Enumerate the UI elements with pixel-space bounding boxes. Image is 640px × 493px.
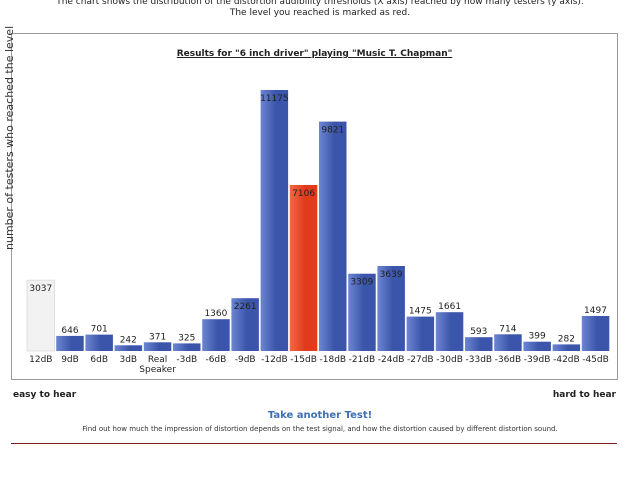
bar-14 xyxy=(435,312,464,351)
bar-4 xyxy=(143,342,172,351)
x-tick-label: Speaker xyxy=(139,365,176,375)
chart-title: Results for "6 inch driver" playing "Mus… xyxy=(176,49,453,59)
x-tick-label: -9dB xyxy=(235,355,256,365)
bar-11 xyxy=(348,273,376,351)
bar-15 xyxy=(465,337,493,351)
bar-value-label: 1475 xyxy=(409,307,432,317)
intro-line-1: The chart shows the distribution of the … xyxy=(56,0,584,7)
bar-19 xyxy=(581,316,610,351)
x-tick-label: -30dB xyxy=(436,355,463,365)
bar-value-label: 371 xyxy=(149,332,166,342)
bar-value-label: 3309 xyxy=(350,278,373,288)
take-another-test-link[interactable]: Take another Test! xyxy=(267,410,373,421)
x-tick-label: -24dB xyxy=(378,355,405,365)
bar-17 xyxy=(523,341,551,351)
x-tick-label: -42dB xyxy=(553,355,580,365)
x-tick-label: -6dB xyxy=(205,355,226,365)
bar-value-label: 646 xyxy=(61,326,78,336)
x-tick-label: -39dB xyxy=(524,355,551,365)
x-tick-label: 3dB xyxy=(119,355,137,365)
x-tick-label: -21dB xyxy=(349,355,376,365)
x-tick-label: -18dB xyxy=(320,355,347,365)
bar-8 xyxy=(260,90,289,351)
x-tick-label: -12dB xyxy=(261,355,288,365)
bar-value-label: 9821 xyxy=(321,126,344,136)
intro-line-2: The level you reached is marked as red. xyxy=(229,8,411,18)
bar-value-label: 325 xyxy=(178,333,195,343)
bar-value-label: 1360 xyxy=(204,309,227,319)
x-tick-label: 12dB xyxy=(29,355,52,365)
bar-1 xyxy=(56,335,84,351)
divider xyxy=(11,443,617,444)
x-tick-label: -45dB xyxy=(582,355,609,365)
bar-0 xyxy=(26,279,55,352)
bar-16 xyxy=(494,334,522,351)
bar-value-label: 282 xyxy=(558,334,575,344)
bar-value-label: 1497 xyxy=(584,306,607,316)
bar-value-label: 3639 xyxy=(380,270,403,280)
bar-value-label: 11175 xyxy=(260,94,289,104)
x-tick-label: 6dB xyxy=(90,355,108,365)
intro-text: The chart shows the distribution of the … xyxy=(0,0,640,19)
bar-value-label: 701 xyxy=(91,325,108,335)
bar-13 xyxy=(406,316,435,351)
bar-6 xyxy=(202,319,230,351)
bar-value-label: 7106 xyxy=(292,189,315,199)
bar-value-label: 2261 xyxy=(234,302,257,312)
x-axis-label-left: easy to hear xyxy=(13,390,77,400)
bar-3 xyxy=(114,345,143,351)
x-tick-label: -36dB xyxy=(495,355,522,365)
x-tick-label: -33dB xyxy=(466,355,493,365)
bar-5 xyxy=(173,343,201,351)
bar-value-label: 399 xyxy=(529,332,546,342)
x-tick-label: -3dB xyxy=(176,355,197,365)
x-tick-label: -27dB xyxy=(407,355,434,365)
bar-value-label: 593 xyxy=(470,327,487,337)
bar-10 xyxy=(319,121,347,351)
bar-2 xyxy=(85,334,113,351)
bar-value-label: 3037 xyxy=(29,284,52,294)
x-tick-label: Real xyxy=(148,355,167,365)
bar-7 xyxy=(231,298,259,351)
footer-description: Find out how much the impression of dist… xyxy=(82,425,558,433)
bar-9 xyxy=(289,185,318,351)
bar-18 xyxy=(552,344,581,351)
x-tick-label: 9dB xyxy=(61,355,79,365)
x-axis-label-right: hard to hear xyxy=(552,390,616,400)
bar-value-label: 714 xyxy=(499,324,516,334)
bar-value-label: 242 xyxy=(120,335,137,345)
bar-value-label: 1661 xyxy=(438,302,461,312)
bar-12 xyxy=(377,266,405,351)
x-tick-label: -15dB xyxy=(290,355,317,365)
